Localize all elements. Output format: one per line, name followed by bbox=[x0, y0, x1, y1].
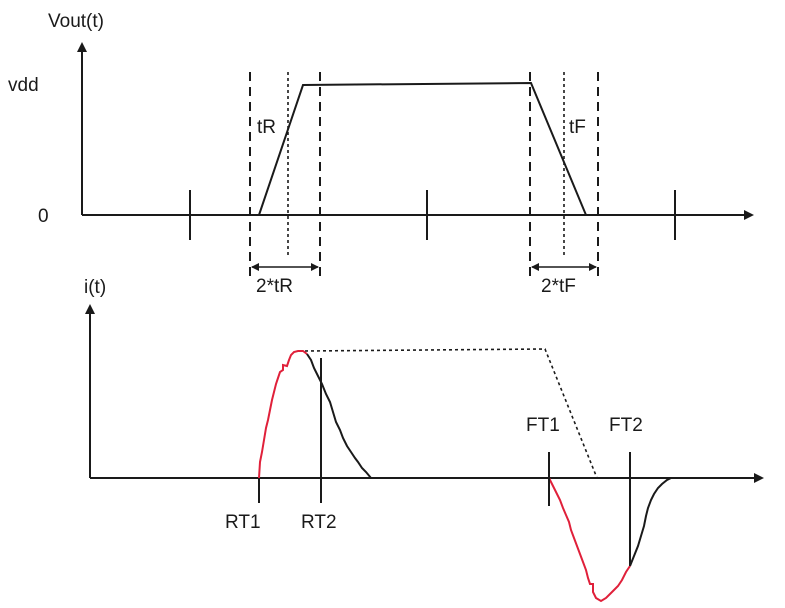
current-plot: i(t) RT1 RT2 FT1 FT2 bbox=[84, 277, 764, 603]
vout-waveform bbox=[258, 81, 587, 216]
vout-axis-label: Vout(t) bbox=[48, 11, 104, 32]
rise-window-label: 2*tR bbox=[256, 276, 293, 297]
rt2-label: RT2 bbox=[301, 512, 337, 533]
fall-window-label: 2*tF bbox=[541, 276, 576, 297]
ideal-current-envelope bbox=[304, 348, 598, 479]
vout-plot: Vout(t) vdd 0 tR 2*tR tF 2*tF bbox=[8, 11, 754, 297]
rise-time-label: tR bbox=[257, 117, 276, 138]
zero-level-label: 0 bbox=[38, 206, 49, 227]
current-axis-label: i(t) bbox=[84, 277, 106, 298]
fall-current-red-segment bbox=[548, 477, 631, 603]
ft1-label: FT1 bbox=[526, 415, 560, 436]
rise-current-black-segment bbox=[306, 353, 372, 479]
ft2-label: FT2 bbox=[609, 415, 643, 436]
fall-time-label: tF bbox=[569, 117, 586, 138]
rise-current-red-segment bbox=[258, 350, 308, 479]
rt1-label: RT1 bbox=[225, 512, 261, 533]
vdd-level-label: vdd bbox=[8, 75, 39, 96]
fall-current-black-segment bbox=[629, 477, 672, 567]
